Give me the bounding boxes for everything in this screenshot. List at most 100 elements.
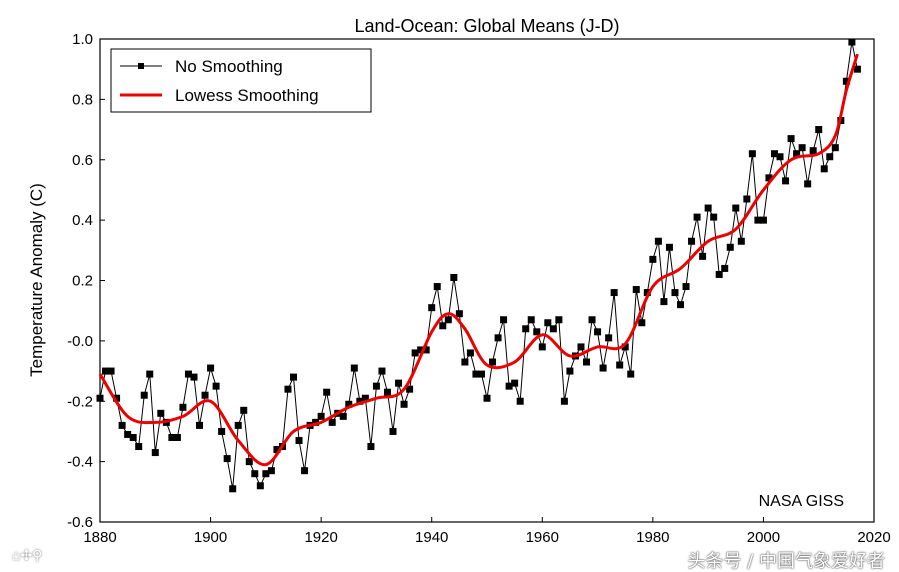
data-point — [323, 388, 331, 396]
data-point — [350, 364, 358, 372]
data-point — [793, 150, 801, 158]
data-point — [776, 153, 784, 161]
data-point — [140, 391, 148, 399]
data-point — [643, 289, 651, 297]
data-point — [345, 400, 353, 408]
data-point — [251, 470, 259, 478]
data-point — [168, 433, 176, 441]
y-tick-label: 0.8 — [72, 91, 93, 108]
data-point — [544, 319, 552, 327]
data-point — [583, 358, 591, 366]
data-point — [677, 301, 684, 309]
data-point — [472, 370, 480, 378]
data-point — [339, 412, 347, 420]
data-point — [820, 165, 828, 173]
data-point — [765, 174, 773, 182]
data-point — [538, 343, 546, 351]
y-tick-label: -0.0 — [67, 333, 93, 350]
data-point — [759, 216, 767, 224]
data-point — [842, 77, 850, 85]
data-point — [273, 446, 281, 454]
data-point — [621, 343, 629, 351]
data-point — [428, 304, 436, 312]
data-point — [107, 367, 115, 375]
data-point — [461, 358, 469, 366]
data-point — [118, 421, 126, 429]
data-point — [715, 270, 723, 278]
data-point — [660, 298, 668, 306]
data-point — [577, 343, 585, 351]
x-tick-label: 2020 — [857, 529, 890, 546]
data-point — [748, 150, 756, 158]
data-point — [378, 367, 386, 375]
data-point — [301, 467, 309, 475]
x-tick-label: 1920 — [304, 529, 337, 546]
data-point — [245, 458, 253, 466]
data-point — [395, 379, 403, 387]
data-point — [157, 409, 165, 417]
x-tick-label: 1980 — [636, 529, 669, 546]
data-point — [184, 370, 192, 378]
data-point — [682, 283, 690, 291]
legend-label-lowess: Lowess Smoothing — [175, 86, 319, 105]
data-point — [804, 180, 812, 188]
data-point — [809, 147, 817, 155]
data-point — [444, 316, 452, 324]
data-point — [527, 316, 535, 324]
data-point — [173, 433, 181, 441]
chart-title: Land-Ocean: Global Means (J-D) — [354, 16, 619, 36]
data-point — [439, 322, 447, 330]
data-point — [549, 325, 557, 333]
data-point — [489, 358, 497, 366]
data-point — [782, 177, 790, 185]
data-point — [638, 319, 646, 327]
data-point — [190, 373, 198, 381]
data-point — [483, 394, 491, 402]
x-tick-label: 2000 — [747, 529, 780, 546]
data-point — [450, 273, 458, 281]
data-point — [599, 364, 607, 372]
data-point — [356, 397, 364, 405]
data-point — [290, 373, 297, 381]
data-point — [787, 135, 795, 143]
data-point — [726, 243, 734, 251]
data-point — [328, 418, 336, 426]
data-point — [699, 252, 707, 260]
data-point — [798, 144, 806, 152]
watermark-icons: ⌂✣⚲ — [12, 547, 43, 563]
data-point — [732, 204, 740, 212]
data-point — [234, 421, 242, 429]
data-point — [511, 379, 519, 387]
data-point — [632, 286, 640, 294]
data-point — [361, 394, 369, 402]
data-point — [196, 421, 204, 429]
data-point — [102, 367, 110, 375]
data-point — [654, 237, 662, 245]
data-point — [96, 394, 104, 402]
data-point — [649, 255, 657, 263]
y-tick-label: -0.4 — [67, 454, 93, 471]
data-point — [262, 470, 270, 478]
watermark-text: 头条号 / 中国气象爱好者 — [687, 551, 885, 572]
legend-marker-no-smoothing — [138, 63, 144, 69]
data-point — [594, 328, 602, 336]
data-point — [704, 204, 712, 212]
data-point — [710, 213, 718, 221]
x-tick-label: 1900 — [194, 529, 227, 546]
data-point — [671, 289, 679, 297]
data-point — [113, 394, 121, 402]
y-tick-label: 1.0 — [72, 31, 93, 48]
data-point — [665, 243, 673, 251]
data-point — [312, 418, 320, 426]
data-point — [693, 213, 701, 221]
data-point — [129, 433, 137, 441]
data-point — [284, 385, 292, 393]
data-point — [610, 289, 618, 297]
data-point — [179, 403, 187, 411]
data-point — [627, 370, 635, 378]
x-tick-label: 1880 — [83, 529, 116, 546]
data-point — [505, 382, 513, 390]
data-point — [815, 126, 823, 134]
data-point — [383, 388, 391, 396]
